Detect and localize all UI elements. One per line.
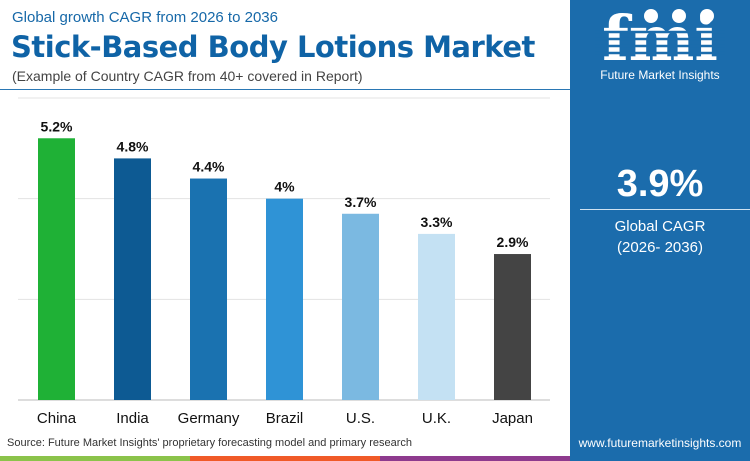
svg-text:fmi: fmi	[602, 8, 718, 66]
bar-china	[38, 138, 75, 400]
data-label: 5.2%	[41, 118, 73, 134]
x-tick-label: Germany	[178, 410, 240, 427]
data-label: 3.3%	[421, 214, 453, 230]
globe-americas-icon	[644, 9, 658, 23]
data-label: 3.7%	[345, 194, 377, 210]
data-label: 2.9%	[497, 234, 529, 250]
bar-brazil	[266, 198, 303, 400]
stripe-green	[0, 456, 190, 461]
panel-divider	[580, 209, 750, 210]
summary-panel: fmi Future Market Insights 3.9% Global C…	[570, 0, 750, 461]
bar-uk	[418, 233, 455, 400]
data-label: 4%	[274, 179, 295, 195]
bar-germany	[190, 178, 227, 400]
x-tick-label: Brazil	[266, 410, 304, 427]
chart-subtitle: Global growth CAGR from 2026 to 2036	[12, 9, 278, 26]
x-tick-label: U.K.	[422, 410, 451, 427]
bar-india	[114, 158, 151, 400]
divider	[0, 89, 570, 90]
chart-note: (Example of Country CAGR from 40+ covere…	[12, 68, 363, 84]
x-tick-label: China	[37, 410, 77, 427]
chart-title: Stick-Based Body Lotions Market	[11, 30, 535, 64]
bar-chart: 5.2% China 4.8% India 4.4% Germany 4% Brazil 3.7…	[18, 97, 550, 427]
globe-europe-icon	[672, 9, 686, 23]
globe-asia-icon	[700, 9, 714, 23]
source-note: Source: Future Market Insights' propriet…	[7, 437, 412, 449]
global-cagr-period: (2026- 2036)	[617, 239, 703, 256]
data-label: 4.8%	[117, 138, 149, 154]
stripe-orange	[190, 456, 380, 461]
x-tick-label: India	[116, 410, 149, 427]
bar-us	[342, 213, 379, 400]
global-cagr-caption: Global CAGR (2026- 2036)	[570, 216, 750, 258]
x-tick-label: U.S.	[346, 410, 375, 427]
bar-japan	[494, 254, 531, 400]
fmi-logo: fmi	[595, 8, 725, 66]
x-tick-label: Japan	[492, 410, 533, 427]
data-label: 4.4%	[193, 159, 225, 175]
stripe-purple	[380, 456, 570, 461]
brand-name: Future Market Insights	[600, 68, 720, 82]
global-cagr-label: Global CAGR	[614, 218, 706, 235]
website-link[interactable]: www.futuremarketinsights.com	[578, 436, 742, 450]
global-cagr-value: 3.9%	[616, 163, 704, 205]
